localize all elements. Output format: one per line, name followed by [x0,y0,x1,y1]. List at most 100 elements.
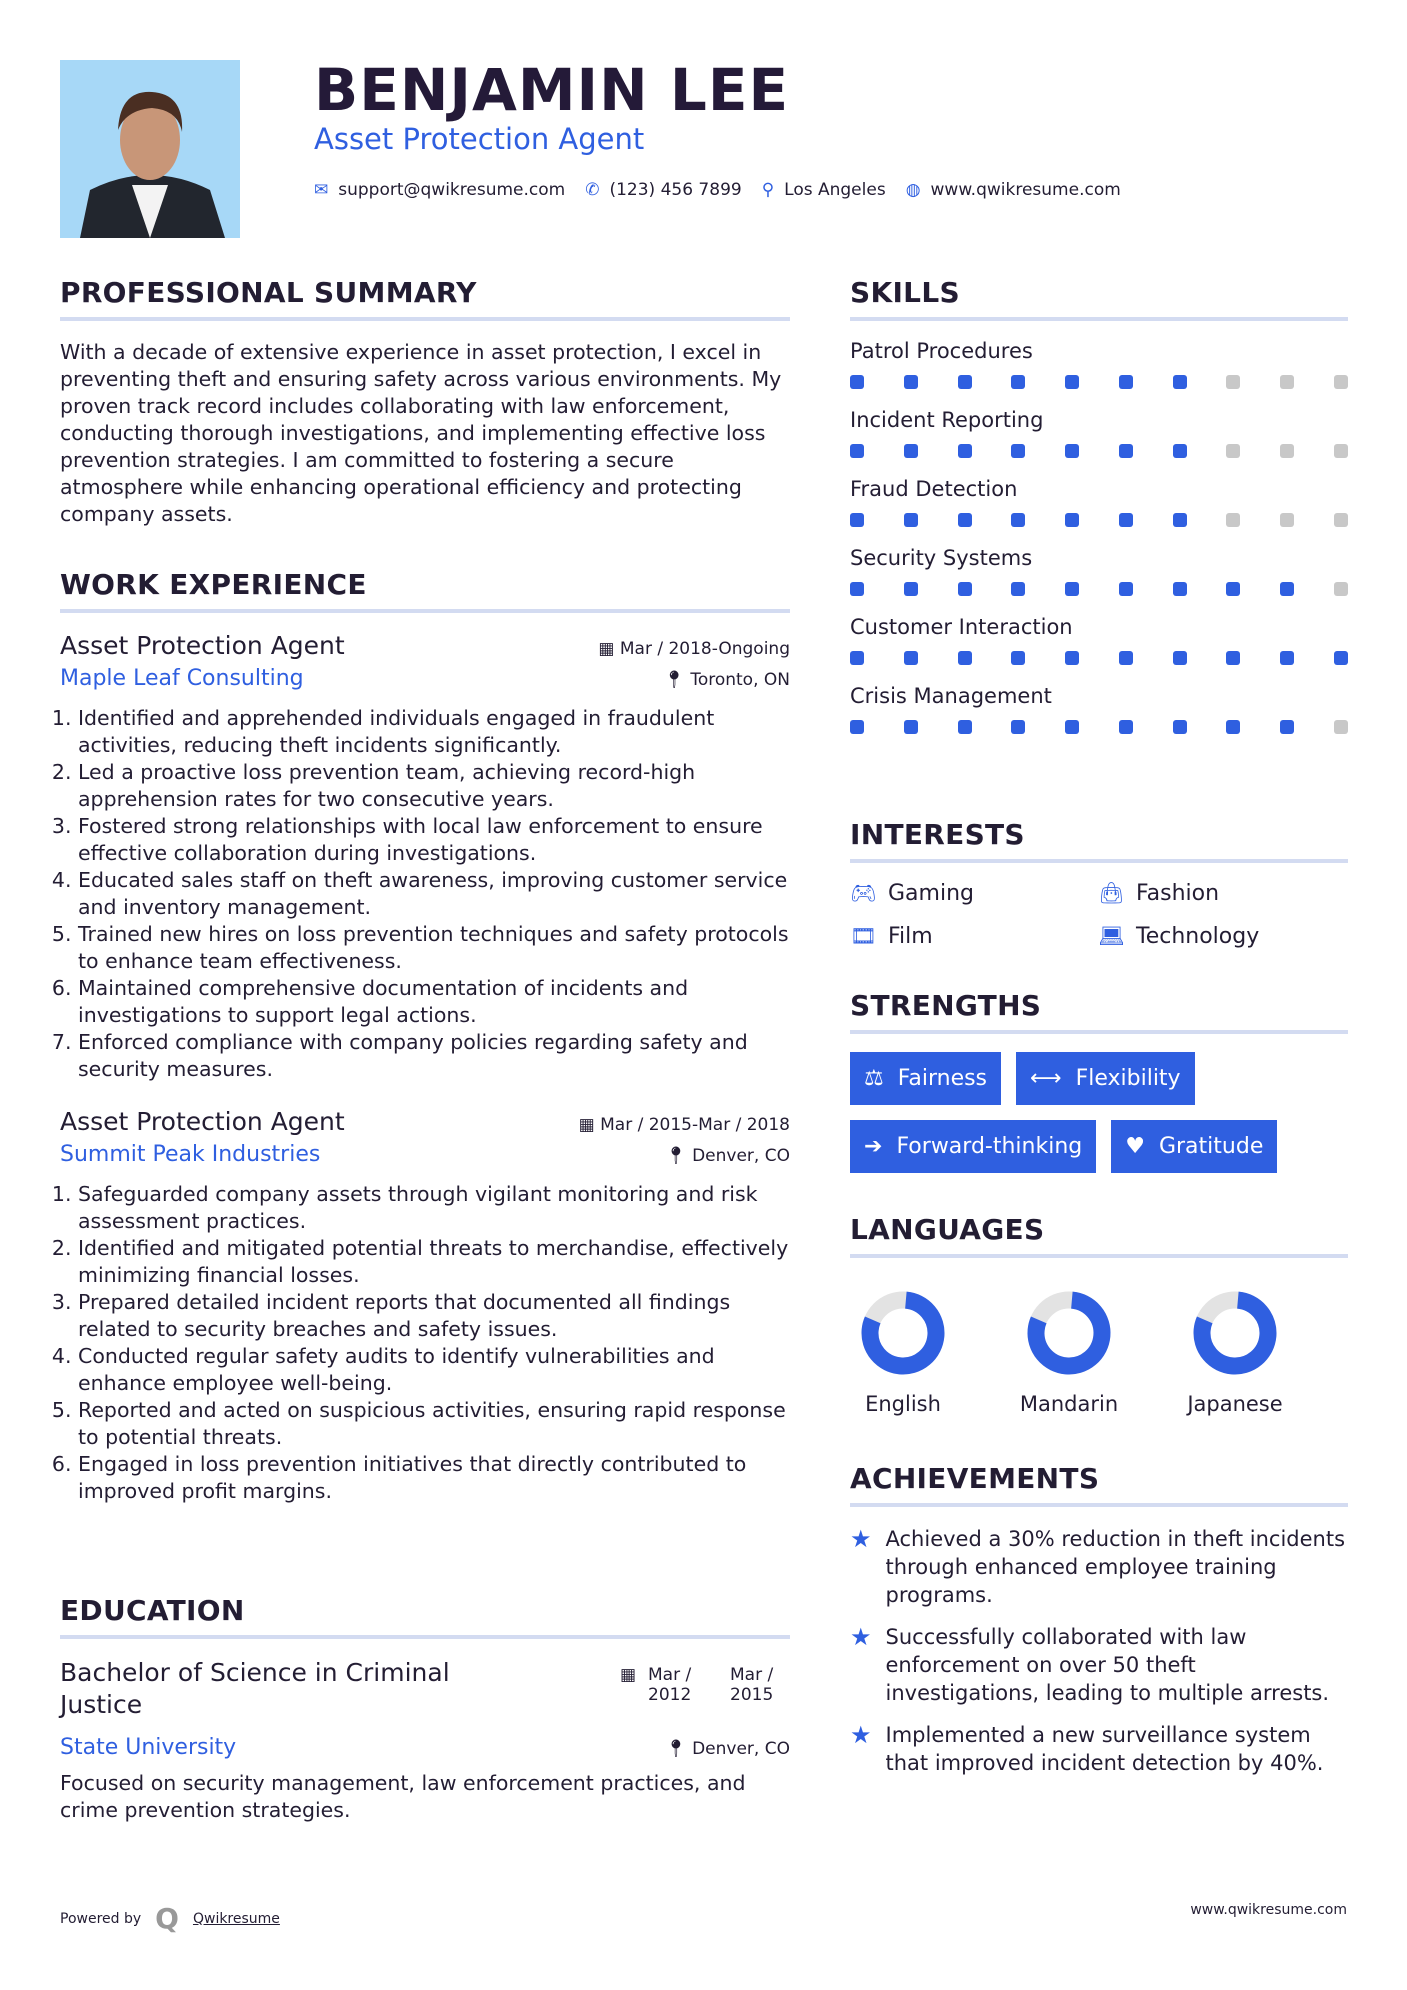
rating-dot-filled [903,720,918,734]
rating-dot-filled [1226,720,1241,734]
rating-dot-filled [850,375,864,389]
location: Denver, CO [692,1739,790,1759]
job-bullets: Safeguarded company assets through vigil… [60,1181,790,1505]
bullet: Prepared detailed incident reports that … [78,1289,790,1343]
envelope-icon: ✉ [314,180,329,200]
skill-name: Patrol Procedures [850,339,1033,363]
rating-dot-filled [850,513,864,527]
rating-dot-filled [957,720,972,734]
globe-icon: ◍ [905,180,921,200]
rating-dot-filled [1065,513,1080,527]
language-donut [1027,1291,1111,1375]
section-heading: STRENGTHS [850,989,1348,1034]
contact-item[interactable]: www.qwikresume.com [930,180,1121,200]
rating-dot-filled [1280,720,1295,734]
rating-dot-filled [1226,651,1241,665]
skill-name: Security Systems [850,546,1033,570]
powered-by-label: Powered by [60,1910,142,1927]
rating-dot-filled [957,582,972,596]
rating-dot-filled [1065,444,1080,458]
rating-dot-filled [1226,582,1241,596]
pin-icon: 📍︎ [663,670,691,690]
qwikresume-link[interactable]: Qwikresume [192,1910,280,1927]
job-location: Toronto, ON [690,670,790,690]
rating-dot-filled [1172,582,1187,596]
rating-dot-filled [903,513,918,527]
rating-dot-empty [1333,720,1348,734]
strength-label: Forward-thinking [896,1134,1083,1159]
map-marker-icon: ⚲ [761,180,775,200]
heart-icon: ♥ [1125,1134,1145,1159]
company-name: Summit Peak Industries [60,1142,321,1167]
rating-dot-filled [957,651,972,665]
calendar-icon: ▦ [598,639,620,659]
education-text: Focused on security management, law enfo… [60,1771,746,1822]
rating-dot-filled [1011,651,1026,665]
rating-dot-filled [1011,720,1026,734]
rating-dot-filled [903,444,918,458]
rating-dot-empty [1333,375,1348,389]
strength-chip: ➔ Forward-thinking [850,1120,1097,1173]
skills-section: SKILLS Patrol Procedures Incident Reporti… [850,276,1348,753]
language-donut [1193,1291,1277,1375]
degree: Bachelor of Science in Criminal Justice [60,1658,450,1719]
achievement-text: Successfully collaborated with law enfor… [885,1625,1330,1705]
footer-site[interactable]: www.qwikresume.com [1190,1902,1347,1918]
strength-chip: ⚖ Fairness [850,1052,1002,1105]
rating-dot-filled [1280,582,1295,596]
work-experience-section: WORK EXPERIENCE Asset Protection Agent ▦ … [60,568,790,1529]
rating-dot-filled [1065,651,1080,665]
rating-dot-filled [1172,444,1187,458]
pin-icon: 📍︎ [665,1146,693,1166]
language-name: English [865,1392,941,1416]
company-name: Maple Leaf Consulting [60,666,304,691]
achievement-item: ★ Successfully collaborated with law enfo… [850,1623,1348,1707]
language-name: Mandarin [1019,1392,1119,1416]
summary-text: With a decade of extensive experience in… [60,340,782,526]
arrow-right-icon: ➔ [864,1134,883,1159]
section-heading: EDUCATION [60,1594,790,1639]
arrows-horizontal-icon: ⟷ [1030,1066,1062,1091]
star-icon: ★ [850,1525,872,1553]
job-date: Mar / 2015-Mar / 2018 [600,1115,790,1135]
bullet: Led a proactive loss prevention team, ac… [78,759,790,813]
rating-dot-filled [850,720,864,734]
calendar-icon: ▦ [619,1665,636,1685]
rating-dot-filled [957,375,972,389]
rating-dot-empty [1333,582,1348,596]
contact-item[interactable]: support@qwikresume.com [338,180,566,200]
job-entry: Asset Protection Agent ▦ Mar / 2015-Mar /… [60,1107,790,1505]
star-icon: ★ [850,1721,872,1749]
strength-chip: ♥ Gratitude [1111,1120,1278,1173]
rating-dot-filled [1333,651,1348,665]
bullet: Trained new hires on loss prevention tec… [78,921,790,975]
achievement-text: Achieved a 30% reduction in theft incide… [885,1527,1346,1607]
achievement-item: ★ Achieved a 30% reduction in theft incid… [850,1525,1348,1609]
profile-photo [60,60,240,238]
interest-label: Gaming [888,881,974,906]
bullet: Maintained comprehensive documentation o… [78,975,790,1029]
end-date: Mar / 2015 [730,1665,774,1705]
bullet: Engaged in loss prevention initiatives t… [78,1451,790,1505]
interest-item: 🎮︎ Gaming [850,881,1098,906]
skill-rating [850,513,1348,527]
skill-item: Incident Reporting [850,408,1348,458]
powered-by: Powered by Q Qwikresume [60,1902,280,1935]
skill-item: Fraud Detection [850,477,1348,527]
rating-dot-empty [1333,513,1348,527]
gamepad-icon: 🎮︎ [850,881,877,905]
rating-dot-filled [1118,651,1133,665]
contact-item[interactable]: (123) 456 7899 [609,180,742,200]
bullet: Identified and apprehended individuals e… [78,705,790,759]
rating-dot-filled [1118,513,1133,527]
bullet: Safeguarded company assets through vigil… [78,1181,790,1235]
interest-item: 👜︎ Fashion [1098,881,1348,906]
bullet: Identified and mitigated potential threa… [78,1235,790,1289]
phone-icon: ✆ [585,180,600,200]
strength-label: Fairness [897,1066,988,1091]
section-heading: ACHIEVEMENTS [850,1462,1348,1507]
education-section: EDUCATION Bachelor of Science in Crimina… [60,1594,790,1824]
rating-dot-filled [903,582,918,596]
rating-dot-filled [1065,375,1080,389]
contact-item[interactable]: Los Angeles [784,180,886,200]
